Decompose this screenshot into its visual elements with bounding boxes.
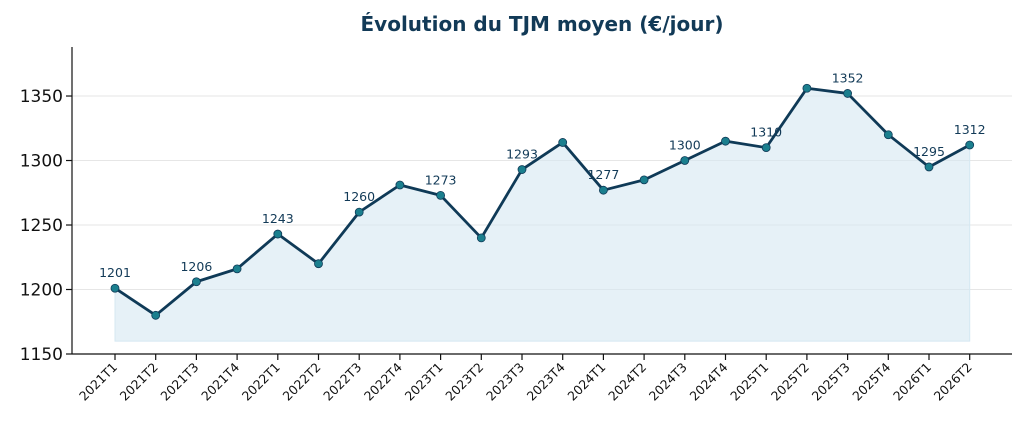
x-tick-label: 2026T1: [890, 360, 934, 404]
data-point: [436, 190, 446, 200]
data-label: 1243: [262, 211, 294, 226]
data-point: [476, 233, 486, 243]
data-label: 1273: [425, 172, 457, 187]
data-label: 1277: [587, 167, 619, 182]
data-point: [395, 180, 405, 190]
area-shape: [114, 87, 971, 342]
data-label: 1295: [913, 144, 945, 159]
x-tick-label: 2023T1: [402, 360, 446, 404]
data-point: [761, 143, 771, 153]
y-tick-labels: 1150 1200 1250 1300 1350: [20, 87, 63, 365]
data-point: [802, 83, 812, 93]
data-point: [191, 277, 201, 287]
data-point: [273, 229, 283, 239]
data-label: 1310: [750, 125, 782, 140]
data-label: 1260: [343, 189, 375, 204]
x-tick-label: 2025T3: [809, 360, 853, 404]
x-tick-labels: 2021T12021T22021T32021T42022T12022T22022…: [76, 359, 975, 403]
x-tick-label: 2022T2: [279, 360, 323, 404]
x-tick-label: 2023T4: [524, 359, 568, 403]
area-fill: [114, 87, 971, 342]
x-tick-label: 2022T3: [320, 360, 364, 404]
data-point: [314, 259, 323, 269]
chart-title: Évolution du TJM moyen (€/jour): [361, 12, 724, 36]
data-point: [151, 310, 161, 320]
data-point: [599, 185, 608, 195]
x-tick-label: 2021T1: [76, 360, 120, 404]
data-point: [110, 283, 120, 293]
data-label: 1201: [99, 265, 131, 280]
data-label: 1293: [506, 147, 538, 162]
x-tick-label: 2022T1: [239, 360, 283, 404]
x-tick-label: 2024T1: [564, 360, 608, 404]
axes: [66, 47, 1012, 360]
data-point: [517, 165, 527, 174]
data-labels: 1201 1206 1243 1260 1273 1293 1277 1300 1310 1352…: [99, 70, 986, 280]
data-point: [680, 156, 690, 165]
data-point: [721, 136, 730, 146]
data-label: 1300: [669, 138, 701, 153]
x-tick-label: 2024T4: [686, 359, 730, 403]
data-point: [639, 175, 649, 185]
series-polyline: [113, 86, 972, 317]
series-line: [113, 86, 972, 317]
x-tick-label: 2021T3: [157, 360, 201, 404]
data-point: [883, 130, 893, 140]
y-tick-label: 1150: [20, 345, 63, 365]
x-tick-label: 2026T2: [931, 360, 975, 404]
x-tick-label: 2025T1: [727, 360, 771, 404]
data-label: 1352: [832, 70, 864, 85]
x-tick-label: 2023T3: [483, 360, 527, 404]
data-label: 1206: [180, 259, 212, 274]
x-tick-label: 2025T2: [768, 360, 812, 404]
data-point: [558, 138, 568, 147]
y-tick-label: 1300: [20, 152, 63, 172]
data-point: [924, 162, 934, 172]
data-point: [354, 207, 364, 217]
y-tick-label: 1200: [20, 281, 63, 301]
x-tick-label: 2021T2: [117, 360, 161, 404]
x-tick-label: 2021T4: [198, 359, 242, 403]
x-tick-label: 2024T2: [605, 360, 649, 404]
data-points: [110, 83, 975, 320]
data-label: 1312: [954, 122, 986, 137]
x-tick-label: 2022T4: [361, 359, 405, 403]
x-tick-label: 2024T3: [646, 360, 690, 404]
y-tick-label: 1350: [20, 87, 63, 107]
x-tick-label: 2025T4: [849, 359, 893, 403]
data-point: [965, 140, 975, 150]
data-point: [843, 89, 852, 98]
y-tick-label: 1250: [20, 216, 63, 236]
data-point: [232, 264, 242, 274]
x-tick-label: 2023T2: [442, 360, 486, 404]
